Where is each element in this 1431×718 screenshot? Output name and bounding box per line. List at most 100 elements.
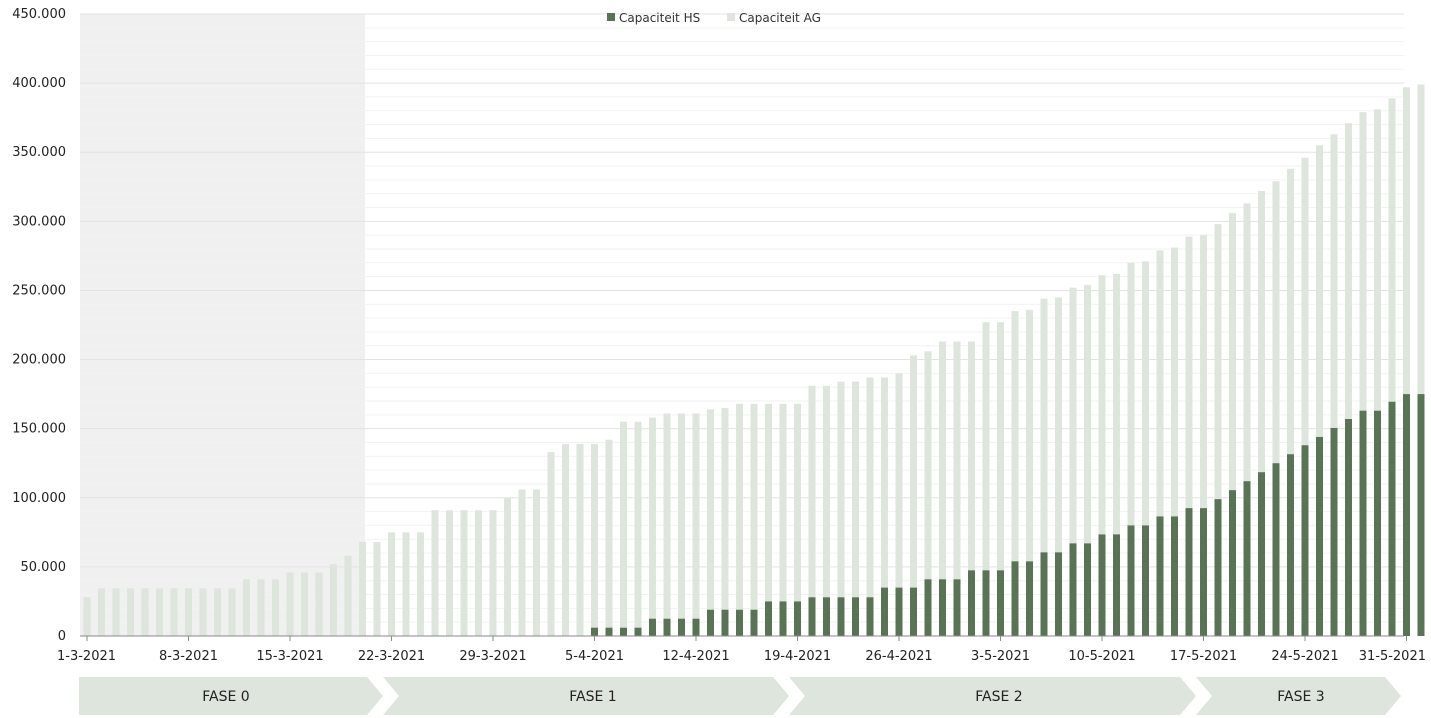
y-axis-ticks: 0 50.000 100.000 150.000 200.000 250.000 300.0… [12,7,66,644]
bar-capaciteit-ag [1084,284,1091,636]
bar-capaciteit-ag [605,439,613,636]
bar-capaciteit-hs [1185,508,1193,636]
bar-capaciteit-ag [591,443,598,636]
bar-capaciteit-ag [895,373,903,636]
bar-capaciteit-ag [1069,287,1077,636]
bar-capaciteit-hs [866,597,874,636]
y-tick-label: 300.000 [12,214,66,229]
bar-capaciteit-hs [1171,516,1178,636]
bar-capaciteit-ag [243,579,250,636]
bar-capaciteit-ag [1258,190,1265,636]
bar-capaciteit-ag [634,421,642,636]
bar-capaciteit-ag [1417,84,1425,636]
bar-capaciteit-ag [1359,112,1367,637]
bar-capaciteit-ag [736,403,743,636]
bar-capaciteit-ag [1200,235,1207,636]
y-tick-label: 200.000 [12,353,66,368]
bar-capaciteit-hs [968,570,975,636]
bar-capaciteit-ag [866,377,874,636]
bar-capaciteit-ag [359,542,366,636]
bar-capaciteit-hs [634,627,642,636]
bar-capaciteit-hs [1359,410,1367,636]
bar-capaciteit-ag [185,588,192,636]
y-tick-label: 100.000 [12,491,66,506]
bar-capaciteit-ag [968,341,975,636]
bar-capaciteit-ag [707,409,714,636]
bar-capaciteit-hs [1200,508,1207,636]
phase-label-0: FASE 0 [202,689,249,705]
x-tick-label: 5-4-2021 [565,649,624,664]
bar-capaciteit-ag [837,381,845,636]
bar-capaciteit-ag [1403,87,1410,637]
bar-capaciteit-ag [1156,250,1164,637]
bar-capaciteit-hs [1055,552,1062,636]
bar-capaciteit-ag [1113,273,1120,636]
bar-capaciteit-ag [692,413,700,636]
x-tick-label: 1-3-2021 [57,649,116,664]
x-axis-ticks: 1-3-2021 8-3-2021 15-3-2021 22-3-2021 29-3-2… [57,636,1426,664]
bar-capaciteit-hs [1098,534,1106,636]
bar-capaciteit-hs [678,618,685,636]
bar-capaciteit-hs [823,597,830,636]
bar-capaciteit-ag [286,572,294,636]
bar-capaciteit-ag [852,381,859,636]
bar-capaciteit-ag [1040,298,1048,636]
legend-label-ag: Capaciteit AG [739,11,821,25]
bar-capaciteit-ag [939,341,946,636]
bar-capaciteit-ag [112,588,120,636]
bar-capaciteit-ag [765,403,772,636]
bar-capaciteit-hs [1417,394,1425,636]
bar-capaciteit-hs [1301,445,1309,636]
bar-capaciteit-hs [794,601,801,636]
x-tick-label: 3-5-2021 [971,649,1030,664]
bar-capaciteit-hs [953,579,961,636]
phase-band-0 [79,677,383,715]
bar-capaciteit-ag [982,322,990,636]
bar-capaciteit-ag [1316,145,1323,637]
bar-capaciteit-hs [1243,481,1251,636]
phase-label-1: FASE 1 [569,689,616,705]
bar-capaciteit-hs [765,601,772,636]
bar-capaciteit-ag [228,588,236,636]
bar-capaciteit-hs [982,570,990,636]
bar-capaciteit-ag [257,579,265,636]
bar-capaciteit-hs [707,609,714,636]
phase0-shaded-region [80,14,365,636]
bar-capaciteit-hs [1069,543,1077,636]
bar-capaciteit-ag [1127,262,1135,636]
bar-capaciteit-ag [98,588,105,636]
bar-capaciteit-hs [1156,516,1164,636]
bar-capaciteit-hs [1229,490,1236,636]
bar-capaciteit-ag [924,351,932,636]
bar-capaciteit-hs [1040,552,1048,636]
bar-capaciteit-ag [431,510,439,636]
bar-capaciteit-ag [881,377,888,636]
x-tick-label: 15-3-2021 [256,649,323,664]
bar-capaciteit-ag [170,588,178,636]
x-tick-label: 12-4-2021 [662,649,729,664]
phase-label-2: FASE 2 [975,689,1022,705]
phase-band-2 [789,677,1196,715]
y-tick-label: 400.000 [12,76,66,91]
bar-capaciteit-hs [1345,418,1352,636]
bar-capaciteit-ag [1243,203,1251,636]
x-tick-label: 8-3-2021 [159,649,218,664]
bar-capaciteit-hs [649,618,656,636]
bar-capaciteit-hs [1142,525,1149,636]
bar-capaciteit-hs [1272,463,1280,636]
bar-capaciteit-hs [779,601,787,636]
bar-capaciteit-ag [344,555,352,636]
bar-capaciteit-ag [823,385,830,636]
bar-capaciteit-ag [1171,247,1178,636]
bar-capaciteit-hs [1127,525,1135,636]
bar-capaciteit-ag [330,564,337,636]
legend-swatch-ag [727,13,735,21]
bar-capaciteit-ag [663,413,671,636]
bar-capaciteit-ag [779,403,787,636]
bar-capaciteit-hs [939,579,946,636]
bar-capaciteit-hs [1330,427,1338,636]
bar-capaciteit-hs [1258,472,1265,636]
bar-capaciteit-ag [678,413,685,636]
bar-capaciteit-ag [794,403,801,636]
bar-capaciteit-hs [1026,561,1033,636]
